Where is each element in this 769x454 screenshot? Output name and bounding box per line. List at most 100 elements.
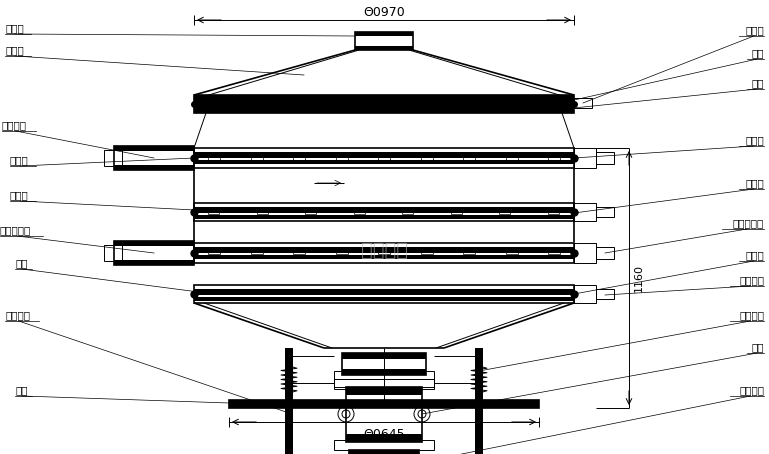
Bar bbox=[499, 208, 511, 214]
Bar bbox=[114, 146, 194, 170]
Bar bbox=[451, 208, 462, 214]
Bar bbox=[335, 248, 348, 254]
Bar bbox=[114, 165, 194, 170]
Bar bbox=[378, 248, 390, 254]
Bar bbox=[421, 154, 432, 160]
Bar bbox=[334, 440, 434, 450]
Bar bbox=[334, 379, 434, 387]
Bar bbox=[548, 248, 560, 254]
Bar bbox=[596, 152, 614, 164]
Bar bbox=[285, 348, 293, 454]
Text: 减振弹簧: 减振弹簧 bbox=[5, 310, 30, 320]
Text: 网架: 网架 bbox=[751, 78, 764, 88]
Bar bbox=[257, 208, 268, 214]
Bar bbox=[229, 400, 539, 408]
Bar bbox=[194, 215, 574, 219]
Bar bbox=[229, 400, 539, 408]
Bar bbox=[342, 369, 426, 375]
Bar bbox=[114, 241, 194, 265]
Bar bbox=[305, 208, 316, 214]
Bar bbox=[194, 243, 574, 263]
Bar bbox=[334, 371, 434, 379]
Bar bbox=[114, 146, 194, 151]
Bar bbox=[335, 154, 348, 160]
Bar bbox=[114, 260, 194, 265]
Bar bbox=[574, 148, 596, 168]
Text: 中下框: 中下框 bbox=[745, 250, 764, 260]
Text: 防尘盖: 防尘盖 bbox=[5, 45, 24, 55]
Bar bbox=[194, 247, 574, 253]
Text: 挡球环: 挡球环 bbox=[745, 135, 764, 145]
Bar bbox=[104, 245, 122, 261]
Text: 中细出料口: 中细出料口 bbox=[0, 225, 32, 235]
Bar bbox=[293, 248, 305, 254]
Bar bbox=[194, 255, 574, 259]
Text: 上部重锤: 上部重锤 bbox=[739, 310, 764, 320]
Bar bbox=[463, 248, 475, 254]
Bar bbox=[574, 243, 596, 263]
Bar bbox=[463, 154, 475, 160]
Bar bbox=[194, 152, 574, 158]
Bar bbox=[548, 208, 559, 214]
Text: 弹跳球: 弹跳球 bbox=[745, 178, 764, 188]
Bar bbox=[194, 160, 574, 164]
Text: 进料口: 进料口 bbox=[5, 23, 24, 33]
Bar bbox=[342, 353, 426, 359]
Text: 底桶: 底桶 bbox=[15, 385, 28, 395]
Text: 中上框: 中上框 bbox=[10, 190, 28, 200]
Bar bbox=[355, 32, 413, 50]
Bar bbox=[349, 450, 419, 454]
Bar bbox=[194, 95, 574, 113]
Bar bbox=[354, 208, 365, 214]
Bar bbox=[342, 353, 426, 375]
Bar bbox=[114, 241, 194, 246]
Bar bbox=[402, 208, 413, 214]
Bar bbox=[596, 207, 614, 217]
Text: 粗出料口: 粗出料口 bbox=[2, 120, 27, 130]
Bar bbox=[349, 450, 419, 454]
Bar bbox=[346, 387, 422, 395]
Bar bbox=[505, 248, 518, 254]
Text: 小束环: 小束环 bbox=[745, 25, 764, 35]
Text: 电机: 电机 bbox=[751, 342, 764, 352]
Text: Θ0645: Θ0645 bbox=[363, 429, 404, 441]
Bar bbox=[574, 98, 592, 108]
Text: 下部重锤: 下部重锤 bbox=[739, 385, 764, 395]
Bar bbox=[421, 248, 432, 254]
Bar bbox=[346, 434, 422, 442]
Bar bbox=[355, 46, 413, 50]
Bar bbox=[355, 32, 413, 36]
Bar bbox=[194, 148, 574, 168]
Bar bbox=[505, 154, 518, 160]
Text: 大汉机械: 大汉机械 bbox=[361, 241, 408, 260]
Bar bbox=[208, 154, 220, 160]
Bar bbox=[596, 289, 614, 299]
Bar bbox=[346, 387, 422, 442]
Text: 上框: 上框 bbox=[751, 48, 764, 58]
Text: 1160: 1160 bbox=[634, 264, 644, 292]
Bar bbox=[194, 95, 574, 113]
Text: 中粗出料口: 中粗出料口 bbox=[733, 218, 764, 228]
Text: 大束环: 大束环 bbox=[10, 155, 28, 165]
Text: 细出料口: 细出料口 bbox=[739, 275, 764, 285]
Bar bbox=[378, 154, 390, 160]
Bar bbox=[208, 208, 219, 214]
Bar bbox=[475, 348, 483, 454]
Bar bbox=[574, 203, 596, 221]
Bar bbox=[194, 203, 574, 221]
Bar bbox=[251, 154, 262, 160]
Bar bbox=[596, 247, 614, 259]
Bar bbox=[194, 297, 574, 301]
Bar bbox=[334, 379, 434, 389]
Bar bbox=[194, 207, 574, 213]
Bar bbox=[104, 150, 122, 166]
Bar bbox=[208, 248, 220, 254]
Bar bbox=[548, 154, 560, 160]
Bar bbox=[194, 289, 574, 295]
Bar bbox=[293, 154, 305, 160]
Bar bbox=[251, 248, 262, 254]
Text: Θ0970: Θ0970 bbox=[363, 5, 404, 19]
Bar bbox=[194, 285, 574, 303]
Bar bbox=[574, 285, 596, 303]
Text: 底框: 底框 bbox=[15, 258, 28, 268]
